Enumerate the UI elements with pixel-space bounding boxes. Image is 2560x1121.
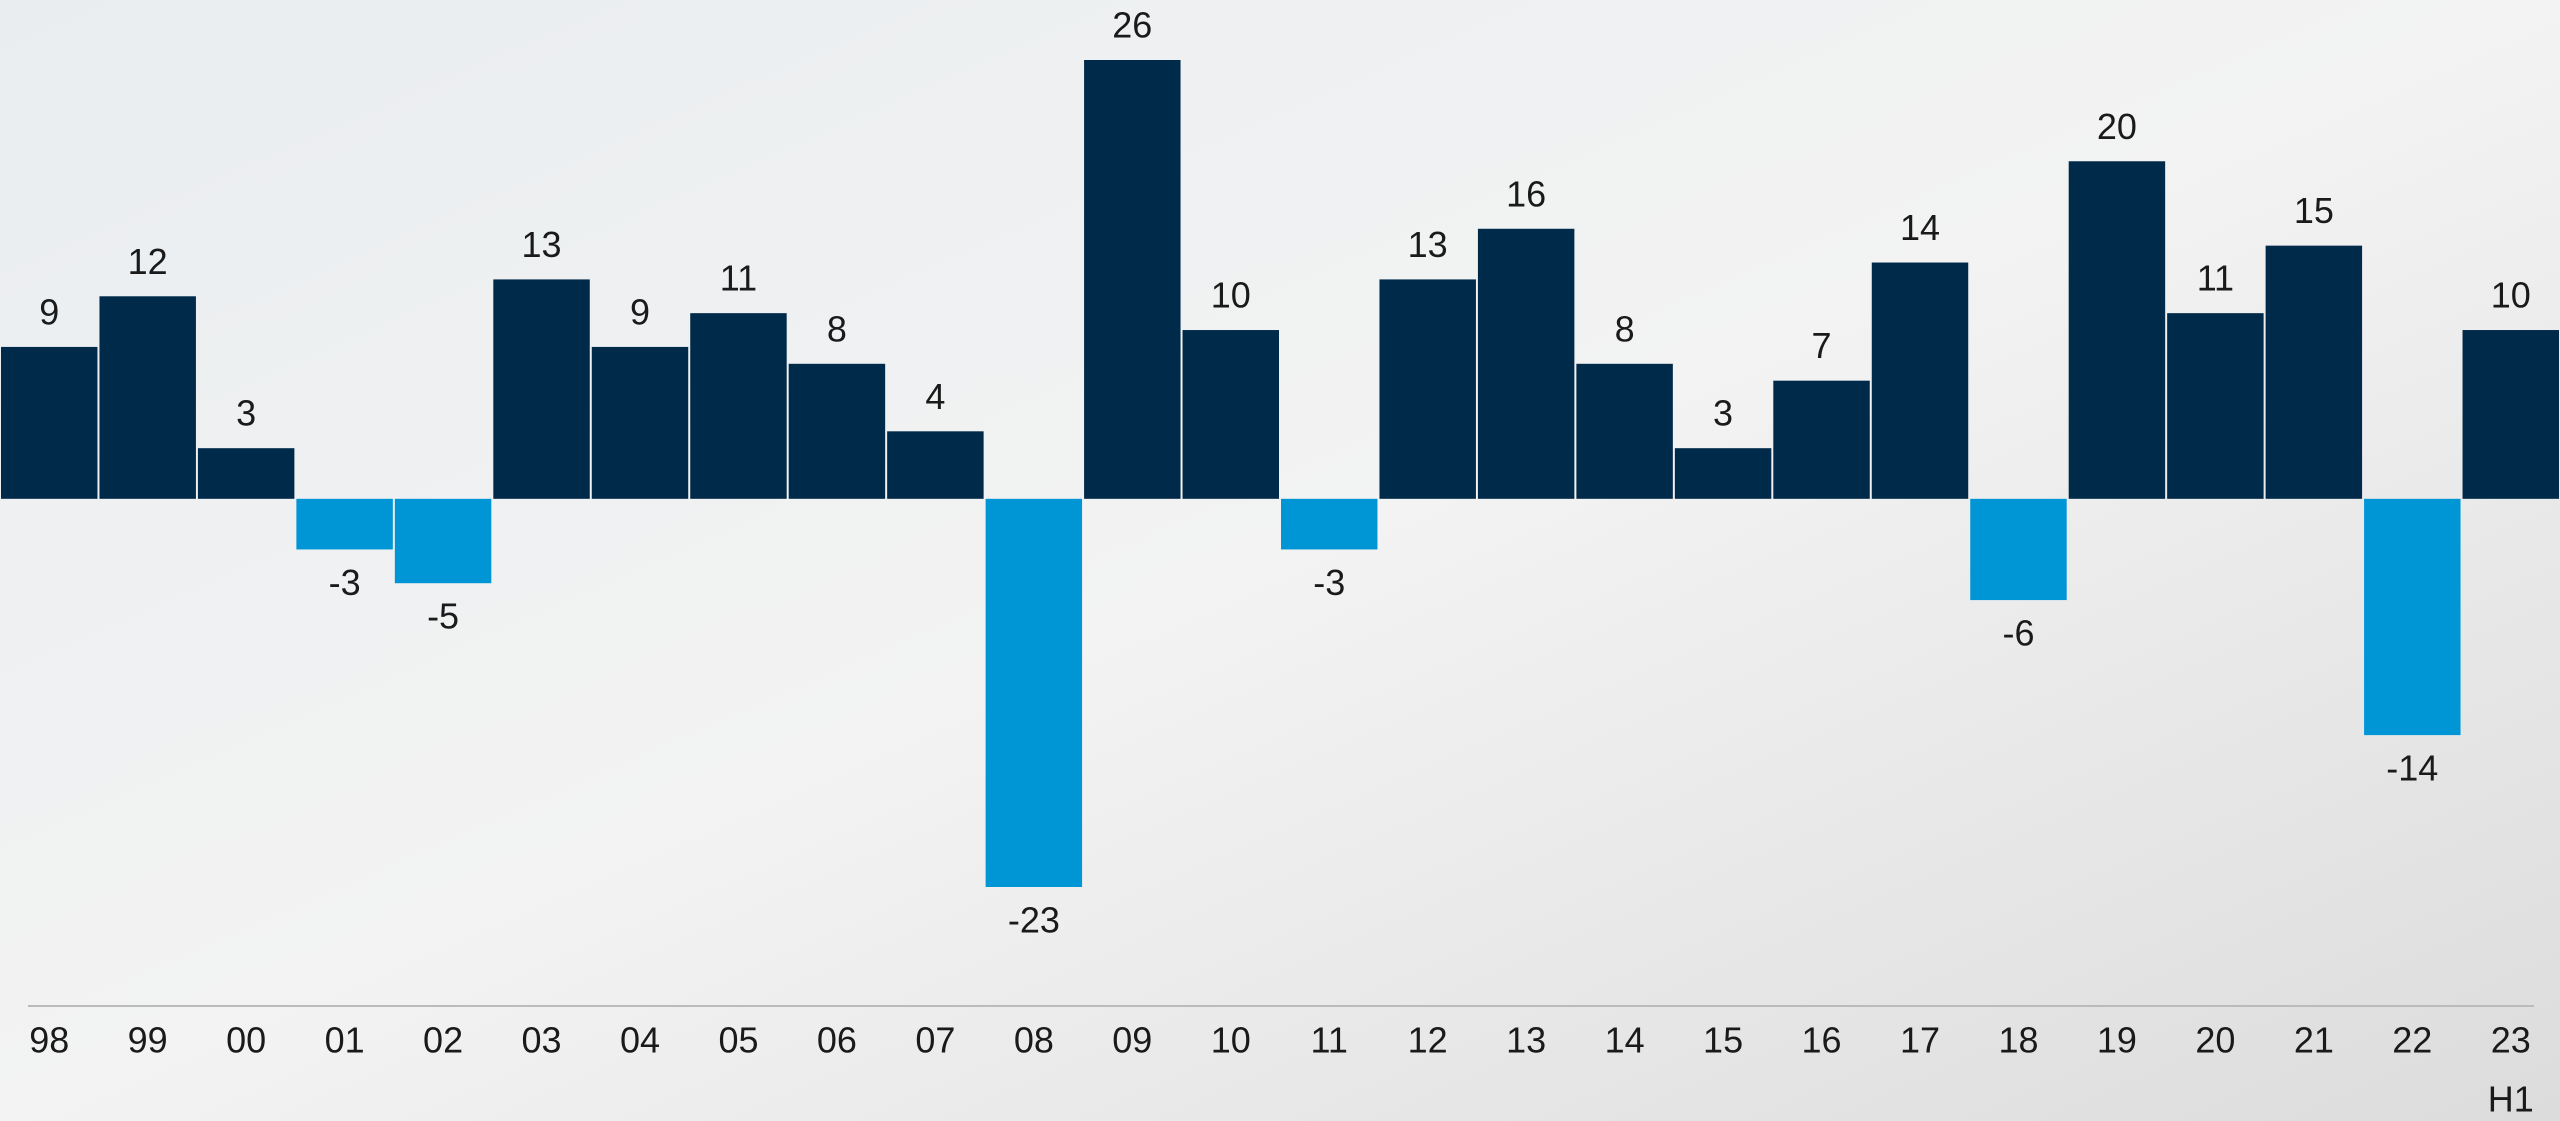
bar (493, 279, 590, 499)
value-label: 13 (1408, 224, 1448, 265)
x-tick-label: 17 (1900, 1020, 1940, 1061)
bar (1477, 228, 1575, 499)
x-tick-label: 04 (620, 1020, 660, 1061)
bar (2167, 313, 2264, 499)
bar (394, 498, 492, 584)
value-label: 8 (1615, 308, 1635, 349)
bar (1871, 262, 1969, 499)
value-label: 8 (827, 308, 847, 349)
bar (1281, 498, 1378, 550)
bar (591, 346, 689, 499)
value-label: 13 (522, 224, 562, 265)
value-label: 20 (2097, 106, 2137, 147)
x-tick-label: 23 (2491, 1020, 2531, 1061)
value-label: 4 (925, 376, 945, 417)
value-label: 9 (630, 291, 650, 332)
value-label: 14 (1900, 207, 1940, 248)
value-label: 12 (128, 241, 168, 282)
x-tick-label: 03 (522, 1020, 562, 1061)
bar (1674, 448, 1772, 499)
bar (2068, 161, 2166, 499)
bar (197, 448, 295, 499)
value-label: -23 (1008, 900, 1060, 941)
x-tick-label: 20 (2195, 1020, 2235, 1061)
value-label: 11 (2197, 258, 2234, 299)
x-tick-label: 16 (1802, 1020, 1842, 1061)
value-label: -3 (1313, 562, 1345, 603)
value-label: 3 (236, 393, 256, 434)
bar (2462, 330, 2559, 499)
x-tick-label: 01 (325, 1020, 365, 1061)
bar (1, 346, 98, 499)
x-tick-label: 05 (718, 1020, 758, 1061)
x-tick-label: 13 (1506, 1020, 1546, 1061)
value-label: -3 (329, 562, 361, 603)
bar (985, 498, 1083, 887)
x-tick-label: 18 (1998, 1020, 2038, 1061)
value-label: 16 (1506, 173, 1546, 214)
bar (1773, 380, 1870, 499)
x-tick-label: 10 (1211, 1020, 1251, 1061)
x-tick-label: 15 (1703, 1020, 1743, 1061)
x-tick-label: 11 (1311, 1020, 1348, 1061)
x-tick-note: H1 (2488, 1079, 2534, 1120)
x-tick-label: 08 (1014, 1020, 1054, 1061)
bar (887, 431, 984, 499)
value-label: 11 (720, 258, 757, 299)
x-tick-label: 14 (1605, 1020, 1645, 1061)
bar (99, 296, 196, 499)
x-tick-label: 21 (2294, 1020, 2334, 1061)
bar (1084, 60, 1181, 499)
x-tick-label: 09 (1112, 1020, 1152, 1061)
bar (690, 313, 787, 499)
value-label: 10 (2491, 275, 2531, 316)
value-label: 3 (1713, 393, 1733, 434)
value-label: -5 (427, 596, 459, 637)
bar (788, 363, 886, 499)
value-label: 9 (39, 291, 59, 332)
bar (1182, 330, 1279, 499)
value-label: 10 (1211, 275, 1251, 316)
x-tick-label: 00 (226, 1020, 266, 1061)
bar (1379, 279, 1476, 499)
value-label: 15 (2294, 190, 2334, 231)
x-tick-label: 22 (2392, 1020, 2432, 1061)
bar (1970, 498, 2067, 601)
x-tick-label: 98 (29, 1020, 69, 1061)
bar (2265, 245, 2363, 499)
value-label: -6 (2002, 613, 2034, 654)
x-tick-label: 06 (817, 1020, 857, 1061)
value-label: 26 (1112, 5, 1152, 46)
value-label: 7 (1812, 325, 1832, 366)
x-tick-label: 99 (128, 1020, 168, 1061)
x-tick-label: 19 (2097, 1020, 2137, 1061)
bar (1576, 363, 1673, 499)
bar (296, 498, 393, 550)
x-tick-label: 12 (1408, 1020, 1448, 1061)
x-tick-label: 07 (915, 1020, 955, 1061)
x-tick-label: 02 (423, 1020, 463, 1061)
bar (2364, 498, 2461, 736)
value-label: -14 (2386, 748, 2438, 789)
